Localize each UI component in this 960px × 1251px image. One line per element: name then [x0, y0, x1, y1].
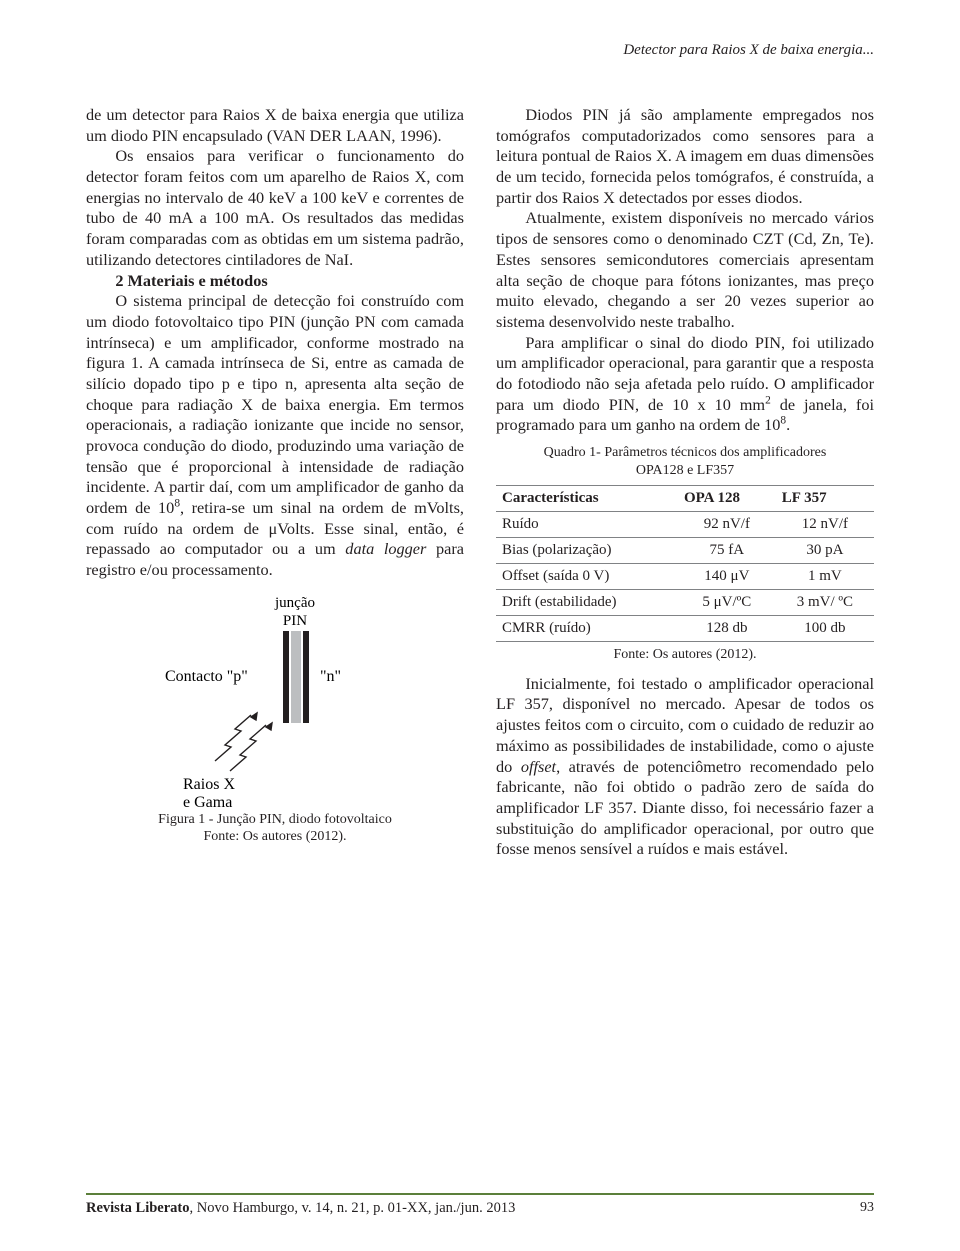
td: Drift (estabilidade): [496, 590, 678, 616]
section-heading: 2 Materiais e métodos: [86, 271, 464, 292]
th: LF 357: [776, 486, 874, 512]
layer-i: [291, 631, 301, 723]
layer-p: [283, 631, 289, 723]
table-row: Drift (estabilidade) 5 μV/ºC 3 mV/ ºC: [496, 590, 874, 616]
ray-arrows: [215, 713, 272, 771]
table-caption-line1: Quadro 1- Parâmetros técnicos dos amplif…: [544, 445, 827, 460]
td: 1 mV: [776, 564, 874, 590]
page-footer: Revista Liberato, Novo Hamburgo, v. 14, …: [86, 1193, 874, 1217]
italic: offset: [521, 757, 556, 776]
td: 128 db: [678, 616, 776, 642]
running-head: Detector para Raios X de baixa energia..…: [86, 42, 874, 59]
td: 140 μV: [678, 564, 776, 590]
fig-label-p: Contacto "p": [165, 668, 248, 685]
td: Ruído: [496, 512, 678, 538]
td: 92 nV/f: [678, 512, 776, 538]
text: O sistema principal de detecção foi cons…: [86, 291, 464, 517]
body-columns: de um detector para Raios X de baixa ene…: [86, 105, 874, 860]
figure-source: Fonte: Os autores (2012).: [86, 828, 464, 846]
table-row: Ruído 92 nV/f 12 nV/f: [496, 512, 874, 538]
table-row: CMRR (ruído) 128 db 100 db: [496, 616, 874, 642]
table-caption: Quadro 1- Parâmetros técnicos dos amplif…: [496, 444, 874, 479]
td: 5 μV/ºC: [678, 590, 776, 616]
para: O sistema principal de detecção foi cons…: [86, 291, 464, 581]
td: 12 nV/f: [776, 512, 874, 538]
text: .: [786, 415, 790, 434]
page-number: 93: [860, 1200, 874, 1217]
para: Os ensaios para verificar o funcionament…: [86, 146, 464, 270]
th: OPA 128: [678, 486, 776, 512]
para: Diodos PIN já são amplamente empregados …: [496, 105, 874, 208]
table-source: Fonte: Os autores (2012).: [496, 646, 874, 664]
figure-1: junção PIN Contacto "p" "n" Raios X e Ga…: [86, 591, 464, 846]
para: Inicialmente, foi testado o amplificador…: [496, 674, 874, 860]
italic: data logger: [345, 539, 426, 558]
table-row: Bias (polarização) 75 fA 30 pA: [496, 538, 874, 564]
journal-title: Revista Liberato: [86, 1200, 190, 1216]
para: Atualmente, existem disponíveis no merca…: [496, 208, 874, 332]
pin-diagram-svg: junção PIN Contacto "p" "n" Raios X e Ga…: [105, 591, 445, 811]
fig-label-rx1: Raios X: [183, 776, 235, 793]
table-row: Offset (saída 0 V) 140 μV 1 mV: [496, 564, 874, 590]
table-head-row: Características OPA 128 LF 357: [496, 486, 874, 512]
td: 30 pA: [776, 538, 874, 564]
amplifier-table: Características OPA 128 LF 357 Ruído 92 …: [496, 485, 874, 642]
para-cont: de um detector para Raios X de baixa ene…: [86, 105, 464, 146]
td: CMRR (ruído): [496, 616, 678, 642]
td: 100 db: [776, 616, 874, 642]
journal-rest: , Novo Hamburgo, v. 14, n. 21, p. 01-XX,…: [190, 1200, 516, 1216]
th: Características: [496, 486, 678, 512]
layer-n: [303, 631, 309, 723]
td: Offset (saída 0 V): [496, 564, 678, 590]
fig-label-n: "n": [320, 668, 341, 685]
journal-ref: Revista Liberato, Novo Hamburgo, v. 14, …: [86, 1200, 515, 1217]
td: 75 fA: [678, 538, 776, 564]
fig-label-juncao: junção: [274, 595, 315, 611]
table-block: Quadro 1- Parâmetros técnicos dos amplif…: [496, 444, 874, 664]
td: 3 mV/ ºC: [776, 590, 874, 616]
page: Detector para Raios X de baixa energia..…: [0, 0, 960, 1251]
figure-caption: Figura 1 - Junção PIN, diodo fotovoltaic…: [86, 811, 464, 829]
td: Bias (polarização): [496, 538, 678, 564]
table-caption-line2: OPA128 e LF357: [636, 463, 734, 478]
para: Para amplificar o sinal do diodo PIN, fo…: [496, 333, 874, 436]
fig-label-pin: PIN: [283, 613, 307, 629]
fig-label-rx2: e Gama: [183, 794, 232, 811]
